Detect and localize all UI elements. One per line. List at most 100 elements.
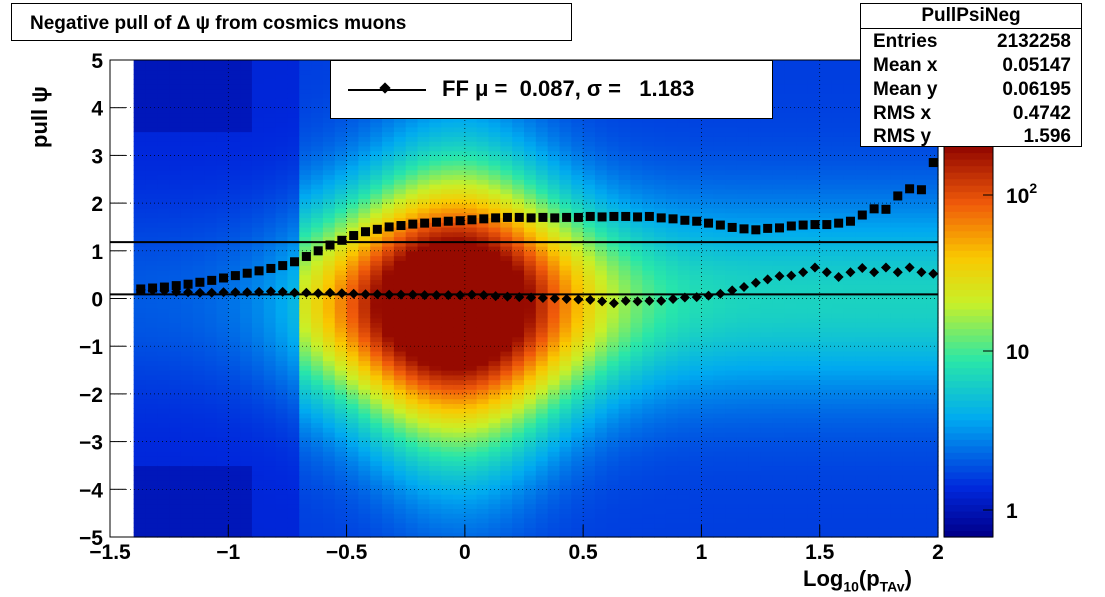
- heatmap-cell: [370, 179, 383, 185]
- heatmap-cell: [665, 284, 679, 290]
- heatmap-cell: [713, 527, 726, 533]
- heatmap-cell: [453, 503, 466, 509]
- heatmap-cell: [204, 455, 218, 462]
- heatmap-cell: [417, 522, 430, 529]
- heatmap-cell: [594, 160, 608, 166]
- heatmap-cell: [192, 193, 206, 199]
- heatmap-cell: [157, 350, 170, 357]
- heatmap-cell: [358, 360, 371, 366]
- heatmap-cell: [405, 441, 419, 447]
- heatmap-cell: [654, 246, 667, 252]
- heatmap-cell: [630, 312, 643, 319]
- heatmap-cell: [547, 203, 561, 209]
- heatmap-cell: [393, 184, 407, 190]
- heatmap-cell: [145, 527, 158, 533]
- heatmap-cell: [169, 131, 182, 137]
- heatmap-cell: [311, 269, 324, 276]
- heatmap-cell: [453, 269, 466, 276]
- heatmap-cell: [547, 417, 561, 424]
- heatmap-cell: [665, 494, 679, 500]
- heatmap-cell: [263, 293, 277, 300]
- heatmap-cell: [240, 427, 253, 433]
- heatmap-cell: [559, 465, 572, 471]
- heatmap-cell: [346, 155, 359, 161]
- heatmap-cell: [665, 346, 679, 352]
- heatmap-cell: [157, 164, 170, 171]
- heatmap-cell: [630, 517, 643, 524]
- heatmap-cell: [204, 122, 218, 128]
- heatmap-cell: [606, 150, 620, 156]
- heatmap-cell: [630, 350, 643, 357]
- heatmap-cell: [476, 331, 490, 338]
- heatmap-cell: [441, 236, 454, 242]
- heatmap-cell: [689, 341, 703, 347]
- heatmap-cell: [559, 374, 572, 381]
- heatmap-cell: [606, 503, 620, 509]
- heatmap-cell: [169, 412, 182, 419]
- heatmap-cell: [654, 379, 667, 385]
- heatmap-cell: [216, 107, 229, 114]
- heatmap-cell: [417, 455, 430, 462]
- heatmap-cell: [145, 79, 158, 85]
- heatmap-cell: [524, 517, 537, 524]
- heatmap-cell: [488, 150, 501, 156]
- heatmap-cell: [346, 122, 359, 128]
- heatmap-cell: [228, 188, 241, 195]
- heatmap-cell: [275, 236, 289, 242]
- heatmap-cell: [476, 489, 490, 495]
- heatmap-cell: [453, 508, 466, 514]
- heatmap-cell: [559, 494, 572, 500]
- heatmap-cell: [583, 279, 596, 285]
- heatmap-cell: [429, 312, 442, 319]
- heatmap-cell: [334, 451, 348, 457]
- heatmap-cell: [476, 436, 490, 443]
- heatmap-cell: [689, 236, 703, 242]
- heatmap-cell: [429, 427, 442, 433]
- heatmap-cell: [713, 355, 726, 362]
- heatmap-cell: [547, 317, 561, 323]
- heatmap-cell: [654, 174, 667, 180]
- heatmap-cell: [535, 265, 549, 271]
- heatmap-cell: [263, 517, 277, 524]
- heatmap-cell: [145, 508, 158, 514]
- heatmap-cell: [535, 384, 549, 390]
- heatmap-cell: [204, 441, 218, 447]
- heatmap-cell: [180, 226, 194, 233]
- heatmap-cell: [630, 145, 643, 152]
- heatmap-cell: [642, 169, 655, 176]
- heatmap-cell: [583, 451, 596, 457]
- heatmap-cell: [417, 331, 430, 338]
- heatmap-cell: [476, 131, 490, 137]
- heatmap-cell: [263, 131, 277, 137]
- heatmap-cell: [358, 422, 371, 428]
- heatmap-cell: [535, 136, 549, 142]
- heatmap-cell: [606, 241, 620, 247]
- heatmap-cell: [441, 203, 454, 209]
- heatmap-cell: [263, 136, 277, 142]
- heatmap-cell: [169, 341, 182, 347]
- heatmap-cell: [571, 465, 584, 471]
- heatmap-cell: [405, 341, 419, 347]
- heatmap-cell: [157, 265, 170, 271]
- heatmap-cell: [677, 432, 691, 438]
- heatmap-cell: [488, 236, 501, 242]
- heatmap-cell: [240, 393, 253, 400]
- heatmap-cell: [512, 350, 525, 357]
- heatmap-cell: [370, 432, 383, 438]
- heatmap-cell: [559, 255, 572, 261]
- heatmap-cell: [713, 489, 726, 495]
- heatmap-cell: [524, 336, 537, 343]
- heatmap-cell: [216, 74, 229, 80]
- heatmap-cell: [180, 498, 194, 505]
- heatmap-cell: [216, 255, 229, 261]
- heatmap-cell: [630, 327, 643, 333]
- heatmap-cell: [701, 365, 714, 371]
- heatmap-cell: [701, 441, 714, 447]
- heatmap-cell: [630, 184, 643, 190]
- heatmap-cell: [665, 484, 679, 490]
- heatmap-cell: [263, 255, 277, 261]
- heatmap-cell: [559, 527, 572, 533]
- heatmap-cell: [464, 164, 478, 171]
- heatmap-cell: [571, 241, 584, 247]
- heatmap-cell: [500, 517, 513, 524]
